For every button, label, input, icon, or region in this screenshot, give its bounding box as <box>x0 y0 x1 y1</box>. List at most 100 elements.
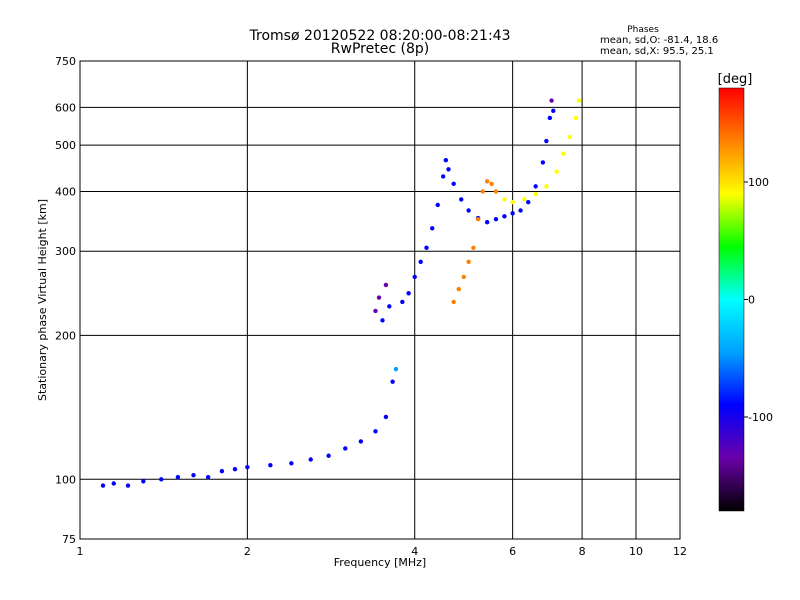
data-point <box>412 274 417 280</box>
x-tick-label: 1 <box>77 545 84 558</box>
data-point <box>393 366 399 372</box>
colorbar-tick-label: 100 <box>748 176 769 189</box>
phases-x-stats: mean, sd,X: 95.5, 25.1 <box>600 46 714 57</box>
data-point <box>376 295 382 300</box>
data-point <box>493 217 499 222</box>
data-point <box>141 479 146 484</box>
data-point <box>443 158 449 163</box>
data-point <box>533 191 538 197</box>
x-tick-label: 12 <box>673 545 687 558</box>
colorbar-label: [deg] <box>718 72 753 87</box>
y-tick-label: 300 <box>55 245 76 258</box>
x-axis-label: Frequency [MHz] <box>334 556 426 569</box>
data-point <box>459 197 464 202</box>
y-tick-label: 75 <box>62 533 76 546</box>
colorbar-tick-label: -100 <box>748 411 773 424</box>
data-point <box>567 134 572 140</box>
data-point <box>406 291 411 296</box>
data-point <box>554 169 559 174</box>
colorbar <box>718 87 745 512</box>
data-point <box>440 174 446 179</box>
data-point <box>561 151 566 156</box>
chart-subtitle: RwPretec (8p) <box>331 41 429 57</box>
data-point <box>451 299 456 305</box>
data-point <box>573 115 579 121</box>
data-point <box>522 197 527 202</box>
data-point <box>480 189 485 194</box>
data-point <box>191 472 196 478</box>
data-point <box>533 184 538 189</box>
data-points <box>100 98 582 488</box>
plot-frame <box>79 60 681 540</box>
data-point <box>232 466 238 472</box>
data-point <box>343 446 348 451</box>
data-point <box>484 220 490 225</box>
x-tick-label: 6 <box>509 545 516 558</box>
data-point <box>373 308 378 314</box>
y-tick-label: 500 <box>55 139 76 152</box>
data-point <box>125 483 131 488</box>
data-point <box>551 108 556 114</box>
y-axis-label: Stationary phase Virtual Height [km] <box>36 199 49 401</box>
data-point <box>502 197 507 202</box>
y-tick-label: 750 <box>55 55 76 68</box>
data-point <box>461 274 466 280</box>
data-point <box>544 184 549 189</box>
y-tick-label: 400 <box>55 185 76 198</box>
data-point <box>111 481 116 486</box>
data-point <box>576 98 582 103</box>
data-point <box>446 167 451 172</box>
data-point <box>540 160 546 165</box>
data-point <box>308 457 313 462</box>
data-point <box>484 179 490 184</box>
data-point <box>159 477 164 482</box>
data-point <box>383 282 389 288</box>
colorbar-tick-labels: 100 0 -100 <box>744 176 773 424</box>
colorbar-tick-label: 0 <box>748 294 755 307</box>
data-point <box>518 208 523 213</box>
grid-lines <box>80 61 680 539</box>
x-tick-label: 8 <box>579 545 586 558</box>
data-point <box>373 429 378 434</box>
data-point <box>424 245 429 250</box>
data-point <box>549 98 554 103</box>
data-point <box>466 259 471 265</box>
data-point <box>526 199 531 205</box>
phases-o-stats: mean, sd,O: -81.4, 18.6 <box>600 35 718 46</box>
y-tick-label: 200 <box>55 329 76 342</box>
y-tick-labels: 75 100 200 300 400 500 600 750 <box>55 55 76 546</box>
data-point <box>245 464 250 470</box>
data-point <box>175 475 181 480</box>
data-point <box>205 475 211 480</box>
y-tick-label: 600 <box>55 101 76 114</box>
data-point <box>418 259 423 265</box>
data-point <box>493 189 499 194</box>
x-tick-label: 2 <box>244 545 251 558</box>
data-point <box>471 245 476 250</box>
data-point <box>435 202 440 208</box>
x-tick-label: 10 <box>629 545 643 558</box>
data-point <box>475 217 481 222</box>
data-point <box>489 181 494 187</box>
data-point <box>326 453 331 458</box>
data-point <box>390 379 395 384</box>
data-point <box>502 214 507 219</box>
x-tick-label: 4 <box>411 545 418 558</box>
data-point <box>387 304 392 309</box>
data-point <box>547 115 553 121</box>
data-point <box>429 226 435 231</box>
data-point <box>451 181 456 187</box>
data-point <box>268 463 273 468</box>
data-point <box>510 211 515 216</box>
data-point <box>100 483 106 488</box>
data-point <box>510 199 515 205</box>
data-point <box>466 208 471 213</box>
data-point <box>544 138 549 144</box>
data-point <box>358 439 364 444</box>
data-point <box>456 286 461 292</box>
data-point <box>380 318 385 323</box>
x-tick-labels: 1 2 4 6 8 10 12 <box>77 545 688 558</box>
phases-title: Phases <box>627 25 659 35</box>
y-tick-label: 100 <box>55 473 76 486</box>
